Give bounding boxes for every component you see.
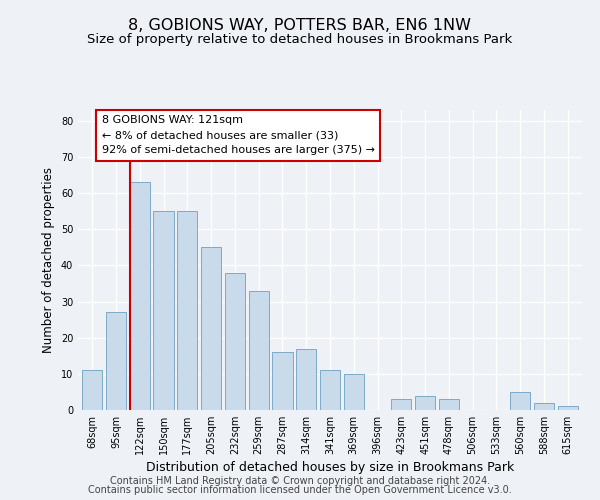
X-axis label: Distribution of detached houses by size in Brookmans Park: Distribution of detached houses by size … — [146, 461, 514, 474]
Bar — [557, 406, 578, 410]
Text: 8, GOBIONS WAY, POTTERS BAR, EN6 1NW: 8, GOBIONS WAY, POTTERS BAR, EN6 1NW — [128, 18, 472, 32]
Bar — [248, 290, 269, 410]
Text: Contains HM Land Registry data © Crown copyright and database right 2024.: Contains HM Land Registry data © Crown c… — [110, 476, 490, 486]
Bar — [415, 396, 435, 410]
Bar — [534, 403, 554, 410]
Text: Size of property relative to detached houses in Brookmans Park: Size of property relative to detached ho… — [88, 32, 512, 46]
Y-axis label: Number of detached properties: Number of detached properties — [42, 167, 55, 353]
Bar — [439, 399, 459, 410]
Bar — [225, 272, 245, 410]
Bar — [177, 211, 197, 410]
Bar — [344, 374, 364, 410]
Bar — [320, 370, 340, 410]
Bar — [106, 312, 126, 410]
Text: Contains public sector information licensed under the Open Government Licence v3: Contains public sector information licen… — [88, 485, 512, 495]
Bar — [154, 211, 173, 410]
Bar — [391, 399, 412, 410]
Bar — [510, 392, 530, 410]
Bar — [296, 348, 316, 410]
Text: 8 GOBIONS WAY: 121sqm
← 8% of detached houses are smaller (33)
92% of semi-detac: 8 GOBIONS WAY: 121sqm ← 8% of detached h… — [102, 116, 375, 155]
Bar — [130, 182, 150, 410]
Bar — [82, 370, 103, 410]
Bar — [201, 248, 221, 410]
Bar — [272, 352, 293, 410]
